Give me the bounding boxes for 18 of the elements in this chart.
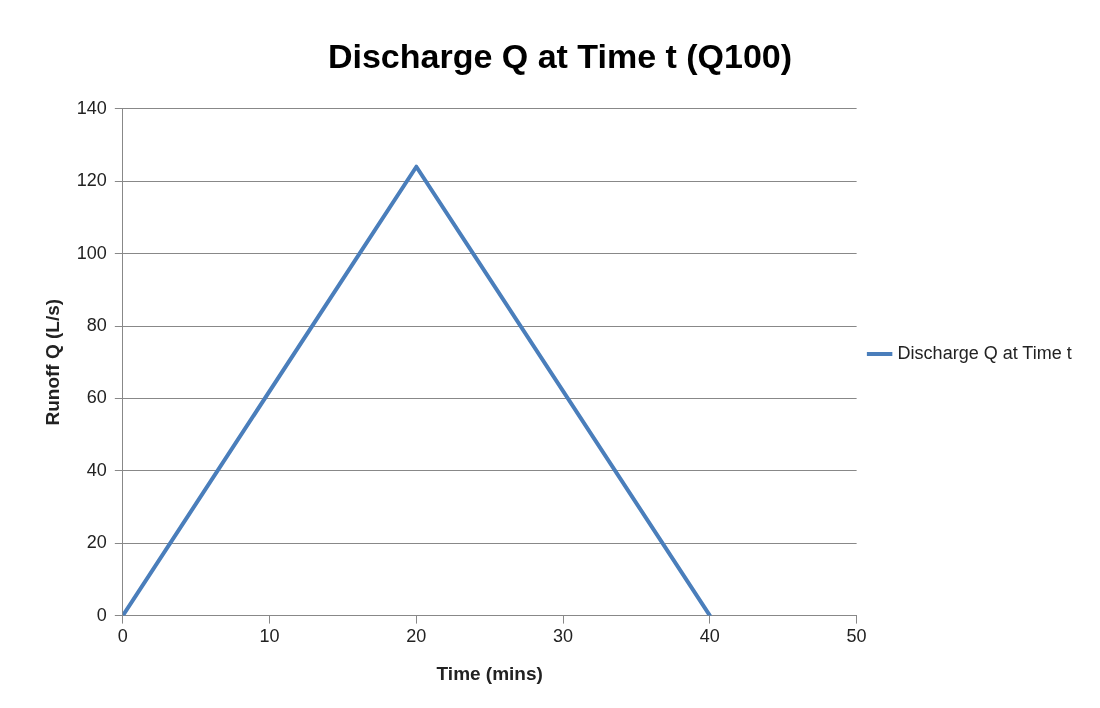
y-tick-label: 60 xyxy=(86,387,107,408)
y-tick-label: 100 xyxy=(76,242,107,263)
y-tick-label: 80 xyxy=(86,314,107,335)
chart-title: Discharge Q at Time t (Q100) xyxy=(327,36,793,75)
x-tick-label: 50 xyxy=(846,626,867,647)
x-tick-label: 40 xyxy=(699,626,720,647)
x-tick-label: 20 xyxy=(406,626,427,647)
x-tick-label: 10 xyxy=(259,626,280,647)
y-tick-label: 0 xyxy=(96,604,107,625)
x-tick-label: 0 xyxy=(117,626,128,647)
x-tick-label: 30 xyxy=(553,626,574,647)
y-tick-label: 140 xyxy=(76,97,107,118)
y-tick-label: 120 xyxy=(76,170,107,191)
legend-label: Discharge Q at Time t xyxy=(897,342,1072,363)
y-tick-label: 20 xyxy=(86,532,107,553)
y-axis-title: Runoff Q (L/s) xyxy=(41,298,63,426)
x-axis-title: Time (mins) xyxy=(436,662,543,684)
y-tick-label: 40 xyxy=(86,459,107,480)
